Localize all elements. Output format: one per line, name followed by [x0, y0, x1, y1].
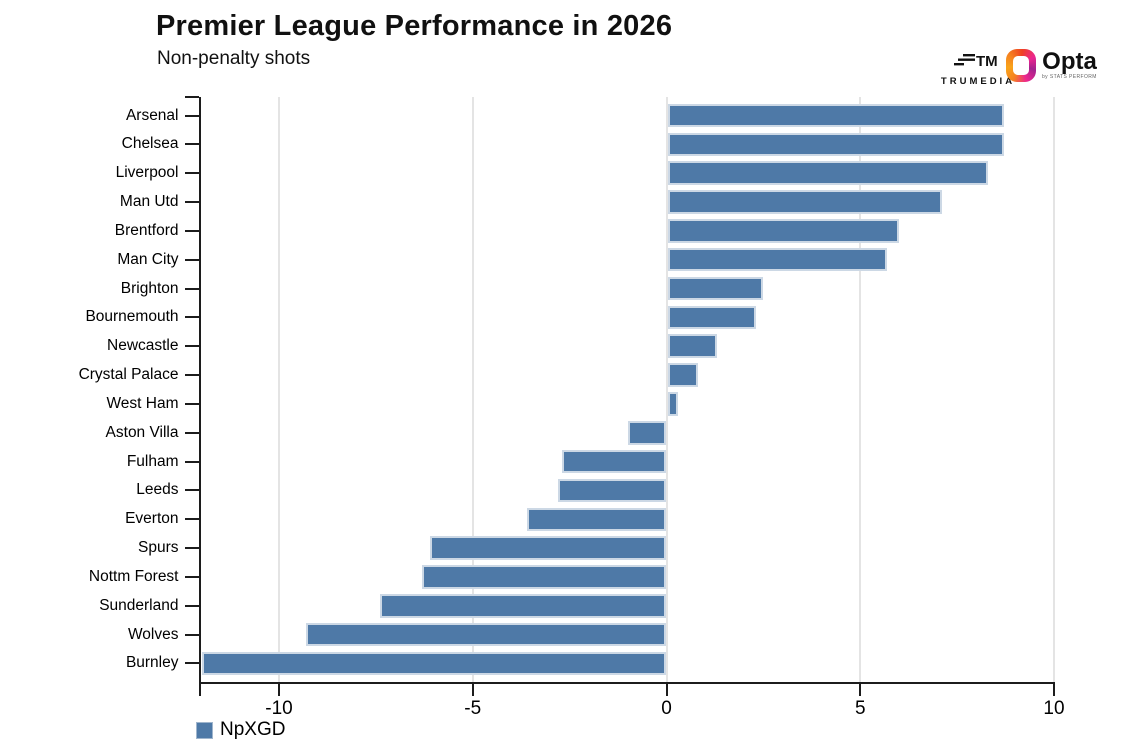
opta-logo-text: Opta: [1042, 48, 1097, 75]
y-tick-bournemouth: [184, 316, 199, 319]
y-tick-wolves: [184, 633, 199, 636]
gridline-x-5: [859, 97, 862, 682]
y-tick-label-fulham: Fulham: [126, 452, 179, 470]
y-tick-sunderland: [184, 604, 199, 607]
bar-crystal-palace: [667, 363, 698, 387]
y-tick-leeds: [184, 489, 199, 492]
bar-man-city: [667, 247, 888, 272]
y-tick-label-man-utd: Man Utd: [119, 193, 179, 211]
x-axis-line: [198, 682, 1055, 684]
y-tick-label-burnley: Burnley: [125, 654, 179, 672]
bar-wolves: [306, 622, 666, 647]
bar-everton: [527, 507, 666, 532]
opta-logo-subtext: by STATS PERFORM: [1042, 74, 1097, 80]
chart-subtitle: Non-penalty shots: [157, 48, 311, 69]
gridline-x-0: [665, 97, 668, 682]
x-tick-label--5: -5: [464, 698, 482, 719]
y-tick-label-chelsea: Chelsea: [121, 135, 179, 153]
trumedia-logo: TM TRUMEDIA: [928, 52, 1028, 87]
x-tick-10: [1053, 684, 1055, 696]
x-tick-label-5: 5: [854, 698, 866, 719]
bar-bournemouth: [667, 305, 756, 330]
bar-chelsea: [667, 132, 1004, 157]
bar-burnley: [201, 651, 666, 676]
y-tick-label-newcastle: Newcastle: [107, 337, 179, 355]
gridline-x--10: [278, 97, 280, 682]
y-tick-label-brighton: Brighton: [120, 279, 179, 297]
y-tick-arsenal: [184, 114, 199, 117]
bar-arsenal: [667, 103, 1004, 128]
legend: NpXGD: [196, 719, 285, 741]
y-tick-newcastle: [184, 345, 199, 348]
y-tick-label-arsenal: Arsenal: [125, 106, 179, 124]
bar-fulham: [561, 449, 666, 474]
gridline-x-10: [1053, 97, 1055, 682]
opta-logo: Opta by STATS PERFORM: [1006, 49, 1097, 82]
bar-brentford: [667, 219, 899, 243]
legend-swatch-npxgd: [196, 721, 213, 739]
page-title: Premier League Performance in 2026: [156, 10, 673, 42]
y-tick-label-nottm-forest: Nottm Forest: [88, 567, 179, 585]
y-tick-west-ham: [184, 402, 199, 405]
y-axis-line: [198, 97, 201, 682]
x-tick-label-10: 10: [1043, 698, 1065, 719]
x-tick--10: [278, 684, 280, 696]
y-tick-aston-villa: [184, 431, 199, 434]
y-tick-label-sunderland: Sunderland: [99, 596, 179, 614]
y-tick-man-utd: [184, 201, 199, 204]
bar-spurs: [430, 536, 666, 560]
svg-text:TM: TM: [976, 53, 998, 70]
x-tick-label-0: 0: [661, 698, 672, 719]
y-tick-brentford: [184, 229, 199, 232]
bar-aston-villa: [627, 421, 666, 445]
y-tick-nottm-forest: [184, 575, 199, 578]
y-tick-spurs: [184, 547, 199, 550]
y-axis-outer-tick: [184, 96, 199, 98]
y-tick-liverpool: [184, 172, 199, 175]
bar-west-ham: [667, 392, 679, 416]
y-tick-crystal-palace: [184, 374, 199, 377]
y-tick-man-city: [184, 258, 199, 261]
y-tick-label-west-ham: West Ham: [106, 394, 179, 412]
y-tick-label-leeds: Leeds: [136, 481, 179, 499]
bar-man-utd: [667, 190, 942, 214]
x-tick-0: [665, 684, 668, 696]
bar-newcastle: [667, 334, 717, 358]
bar-liverpool: [667, 161, 989, 185]
x-tick-label--10: -10: [265, 698, 293, 719]
bar-sunderland: [379, 594, 666, 618]
gridline-x--5: [471, 97, 474, 682]
y-tick-fulham: [184, 460, 199, 463]
trumedia-logo-text: TRUMEDIA: [940, 76, 1016, 87]
y-tick-label-brentford: Brentford: [114, 221, 179, 239]
legend-label-npxgd: NpXGD: [220, 719, 286, 740]
bar-leeds: [558, 478, 666, 503]
y-tick-everton: [184, 518, 199, 521]
bar-brighton: [667, 276, 764, 301]
y-tick-chelsea: [184, 143, 199, 146]
y-tick-label-wolves: Wolves: [127, 625, 179, 643]
bar-nottm-forest: [422, 565, 666, 589]
y-tick-label-man-city: Man City: [117, 250, 179, 268]
y-tick-label-liverpool: Liverpool: [115, 164, 179, 182]
opta-ring-icon: [1006, 49, 1036, 82]
y-tick-label-everton: Everton: [125, 510, 179, 528]
x-tick--5: [471, 684, 474, 696]
trumedia-logo-icon: TM: [954, 53, 998, 70]
y-tick-burnley: [184, 662, 199, 665]
x-axis-outer-tick: [198, 684, 201, 696]
x-tick-5: [859, 684, 862, 696]
y-tick-label-bournemouth: Bournemouth: [85, 308, 179, 326]
y-tick-label-spurs: Spurs: [138, 539, 179, 557]
y-tick-label-aston-villa: Aston Villa: [105, 423, 179, 441]
y-tick-brighton: [184, 287, 199, 290]
y-tick-label-crystal-palace: Crystal Palace: [78, 366, 179, 384]
